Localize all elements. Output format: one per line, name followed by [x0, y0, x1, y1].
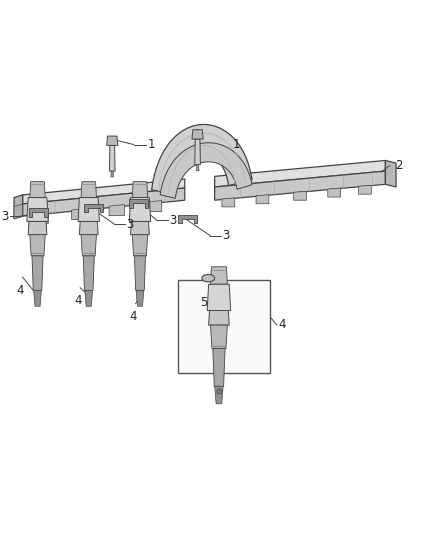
- Polygon shape: [14, 204, 23, 219]
- Polygon shape: [32, 256, 43, 290]
- Polygon shape: [385, 160, 396, 187]
- Text: 1: 1: [147, 138, 155, 151]
- Text: 4: 4: [74, 294, 82, 308]
- Polygon shape: [129, 199, 148, 208]
- Polygon shape: [72, 208, 87, 220]
- Polygon shape: [132, 182, 148, 198]
- Polygon shape: [34, 290, 41, 306]
- Polygon shape: [211, 266, 227, 284]
- Polygon shape: [358, 185, 371, 194]
- Polygon shape: [79, 221, 98, 235]
- Text: 3: 3: [223, 229, 230, 242]
- Polygon shape: [192, 130, 203, 139]
- Polygon shape: [328, 188, 341, 197]
- Polygon shape: [146, 200, 162, 212]
- Bar: [178, 280, 270, 373]
- Polygon shape: [29, 208, 48, 216]
- Text: 5: 5: [200, 296, 207, 309]
- Polygon shape: [23, 179, 185, 204]
- Polygon shape: [136, 290, 144, 306]
- Polygon shape: [215, 171, 385, 200]
- Text: 4: 4: [130, 310, 137, 324]
- Polygon shape: [160, 143, 252, 198]
- Text: 2: 2: [395, 159, 402, 172]
- Text: 3: 3: [169, 214, 177, 227]
- Polygon shape: [215, 160, 385, 187]
- Polygon shape: [207, 284, 231, 311]
- Polygon shape: [78, 198, 99, 221]
- Polygon shape: [14, 195, 23, 219]
- Polygon shape: [222, 198, 235, 207]
- Polygon shape: [131, 221, 149, 235]
- Polygon shape: [132, 235, 148, 256]
- Polygon shape: [152, 125, 252, 195]
- Polygon shape: [208, 311, 229, 325]
- Polygon shape: [33, 213, 48, 224]
- Polygon shape: [256, 195, 269, 204]
- Polygon shape: [85, 290, 92, 306]
- Polygon shape: [211, 325, 227, 349]
- Polygon shape: [106, 136, 118, 146]
- Polygon shape: [215, 386, 223, 404]
- Polygon shape: [83, 256, 94, 290]
- Text: 4: 4: [279, 318, 286, 332]
- Polygon shape: [28, 221, 47, 235]
- Text: 3: 3: [126, 217, 134, 231]
- Polygon shape: [134, 256, 145, 290]
- Polygon shape: [129, 198, 151, 221]
- Polygon shape: [195, 139, 201, 165]
- Polygon shape: [178, 215, 197, 223]
- Polygon shape: [27, 198, 48, 221]
- Text: 4: 4: [17, 284, 24, 297]
- Polygon shape: [85, 204, 103, 213]
- Polygon shape: [81, 182, 96, 198]
- Ellipse shape: [202, 274, 215, 282]
- Polygon shape: [30, 235, 45, 256]
- Polygon shape: [30, 182, 45, 198]
- Polygon shape: [111, 171, 113, 177]
- Polygon shape: [81, 235, 96, 256]
- Text: 1: 1: [233, 138, 240, 151]
- Polygon shape: [196, 165, 199, 171]
- Polygon shape: [213, 349, 225, 386]
- Text: 3: 3: [1, 209, 8, 223]
- Polygon shape: [110, 146, 115, 171]
- Polygon shape: [109, 205, 124, 216]
- Polygon shape: [293, 191, 307, 200]
- Polygon shape: [23, 188, 185, 216]
